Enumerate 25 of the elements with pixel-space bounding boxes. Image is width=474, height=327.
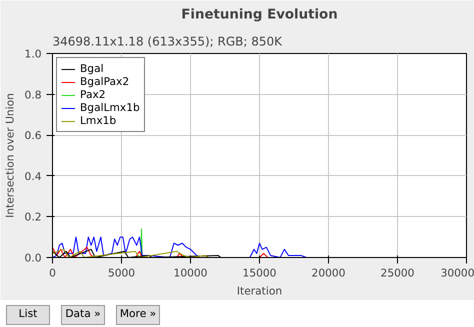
x-tick-label: 30000 — [440, 266, 474, 280]
x-tick-label: 20000 — [312, 266, 346, 280]
x-tick-label: 25000 — [380, 266, 415, 280]
text: List — [18, 306, 38, 322]
y-tick-label: 1.0 — [24, 48, 42, 60]
legend-label: BgalLmx1b — [80, 101, 140, 114]
text: Data » — [65, 306, 101, 322]
y-axis-title: Intersection over Union — [4, 93, 17, 218]
legend-label: Bgal — [80, 62, 104, 75]
y-tick-label: 0.0 — [24, 252, 42, 264]
text: 34698.11x1.18 (613x355); RGB; 850K — [52, 34, 284, 48]
y-tick-label: 0.8 — [24, 88, 42, 102]
x-tick-label: 15000 — [242, 266, 277, 280]
y-tick-label: 0.4 — [24, 170, 42, 183]
x-tick-label: 10000 — [174, 266, 208, 280]
y-tick-label: 0.6 — [24, 129, 42, 142]
legend-label: BgalPax2 — [80, 75, 130, 88]
text: More » — [120, 306, 156, 322]
y-tick-label: 0.2 — [24, 210, 42, 224]
x-tick-label: 5000 — [108, 266, 136, 280]
x-tick-label: 0 — [49, 266, 56, 280]
x-axis-title: Iteration — [236, 284, 282, 298]
legend-label: Pax2 — [80, 88, 106, 101]
chart-title: Finetuning Evolution — [181, 8, 338, 22]
legend-label: Lmx1b — [80, 114, 116, 127]
